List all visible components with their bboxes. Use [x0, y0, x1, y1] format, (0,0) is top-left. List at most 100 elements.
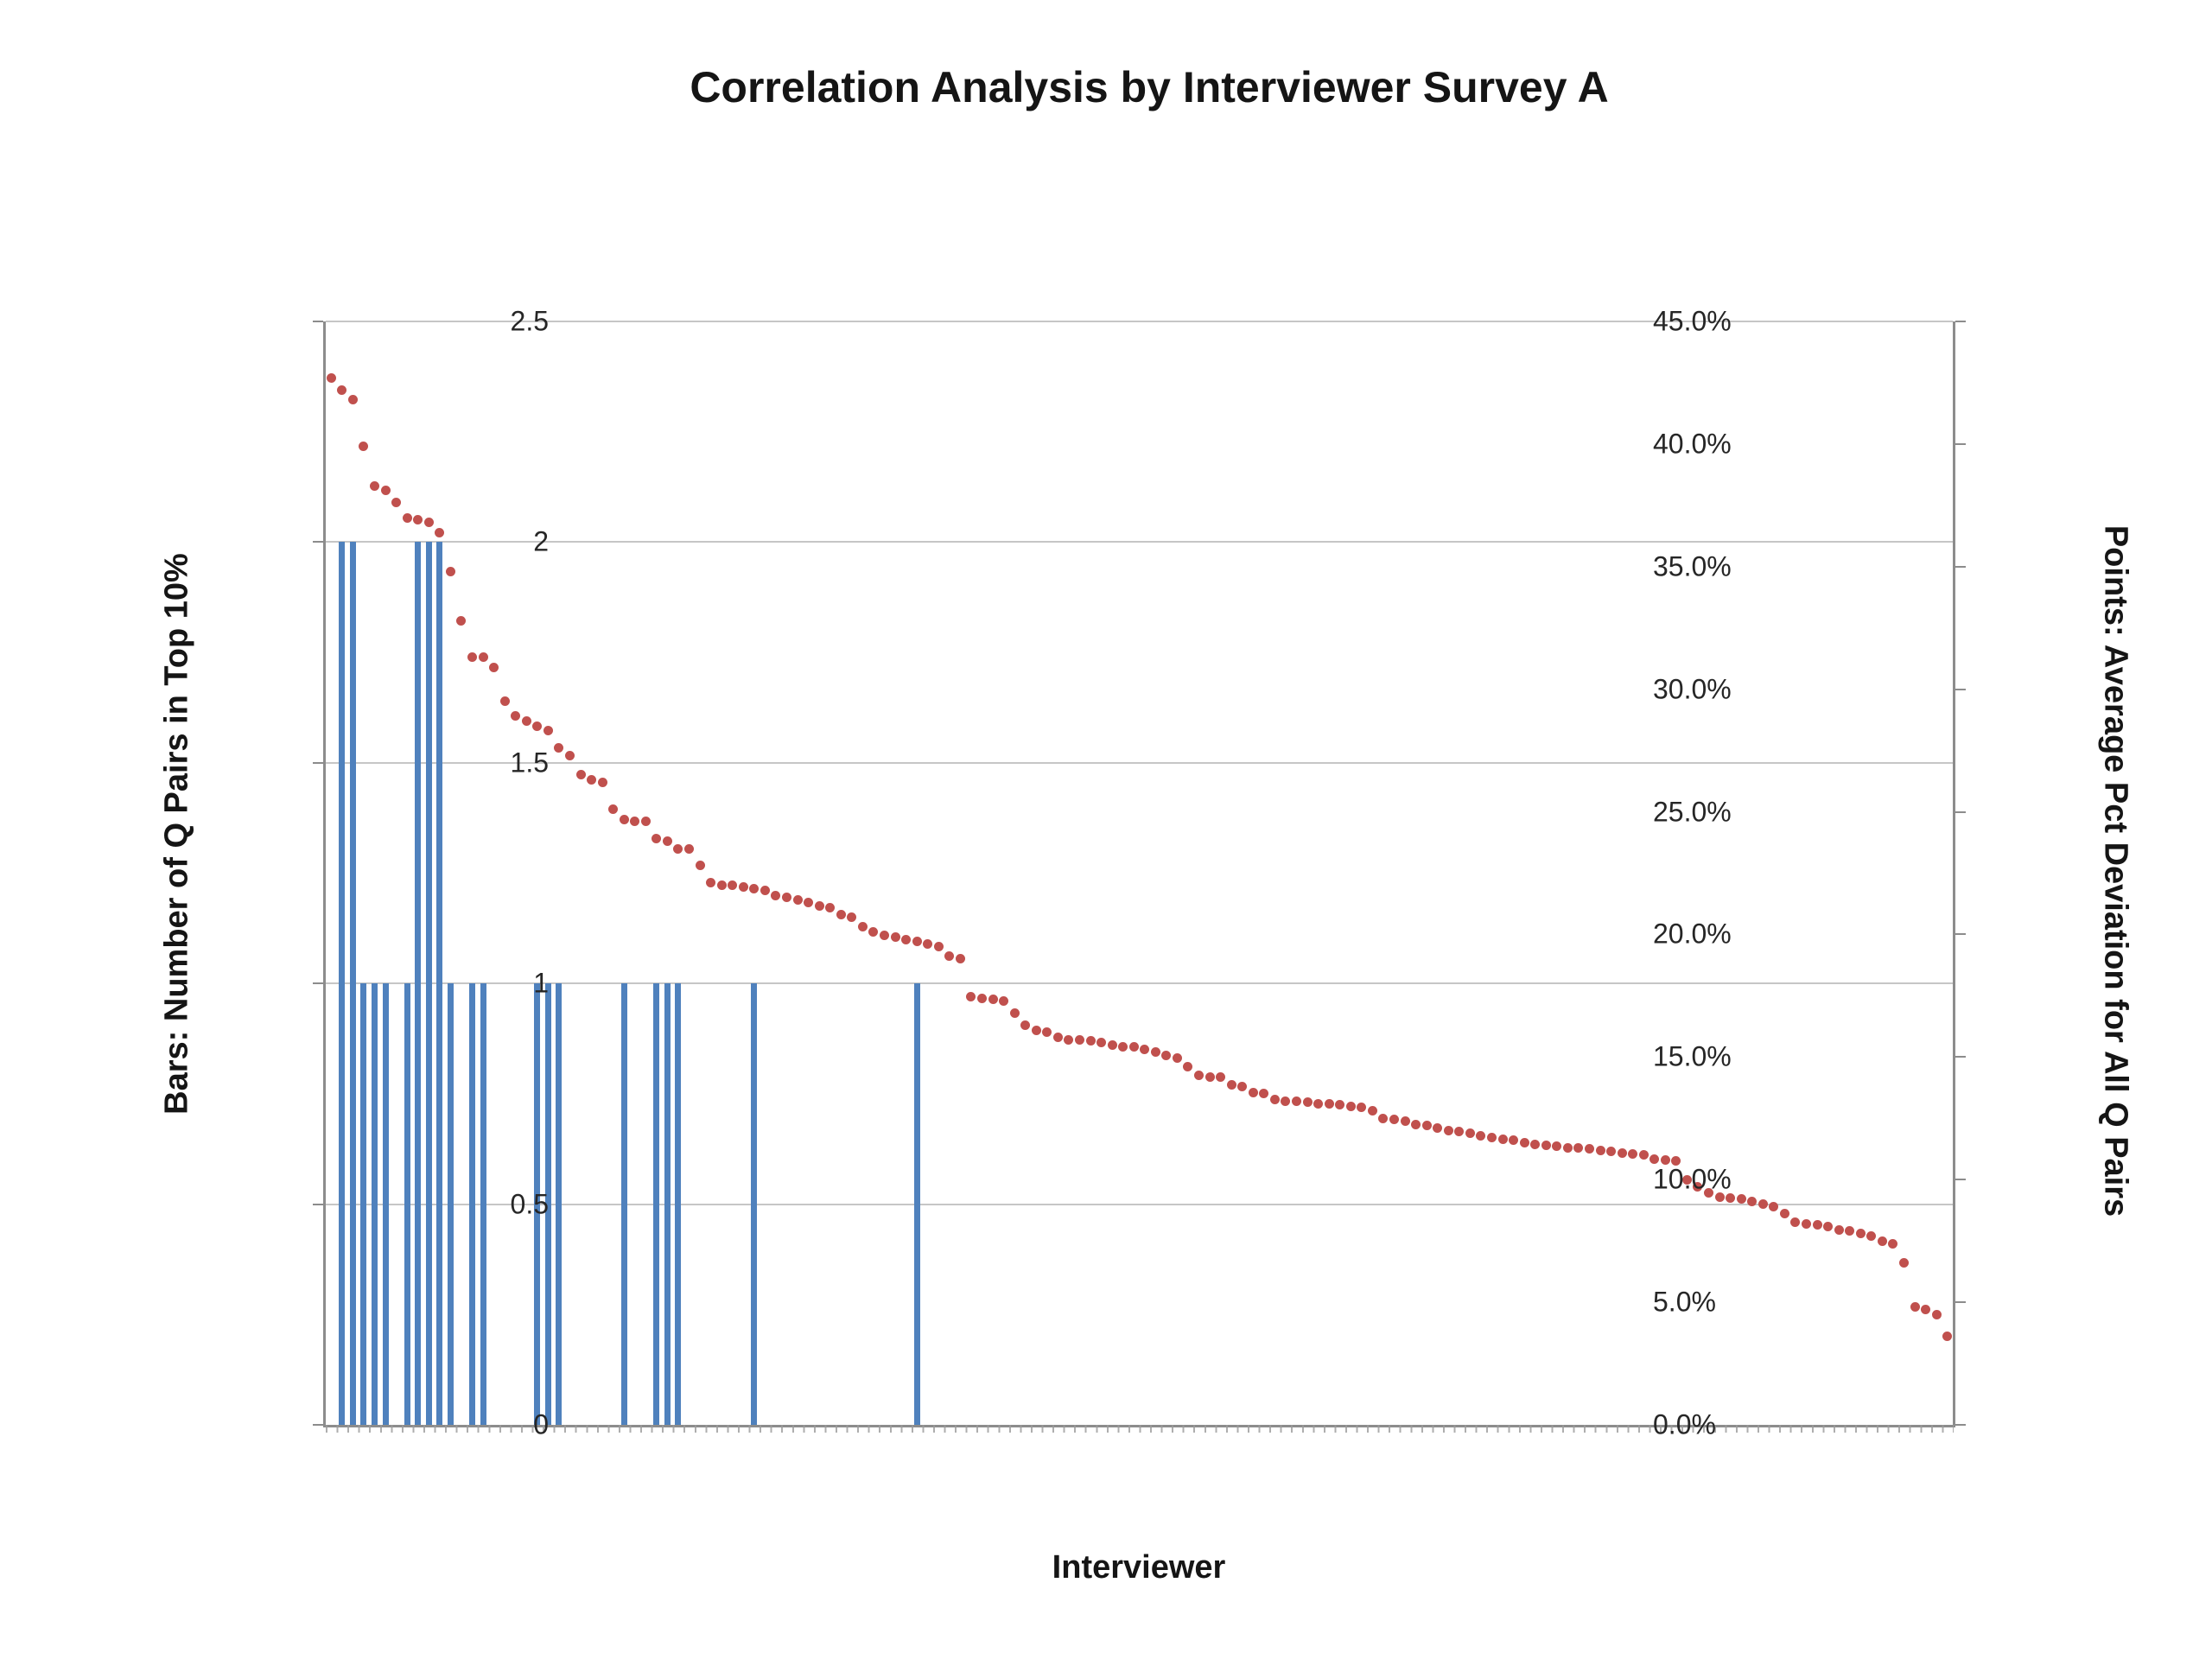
right-axis-tick-mark — [1955, 1301, 1966, 1304]
left-axis-tick-mark — [313, 982, 323, 985]
scatter-point — [1573, 1142, 1584, 1153]
scatter-point — [1128, 1042, 1139, 1052]
scatter-point — [1248, 1087, 1258, 1097]
scatter-point — [1216, 1071, 1226, 1082]
scatter-point — [782, 893, 792, 903]
bar — [404, 983, 410, 1425]
right-axis-tick-label: 15.0% — [1653, 1040, 1732, 1072]
scatter-point — [1606, 1147, 1617, 1157]
scatter-point — [1421, 1121, 1432, 1131]
scatter-point — [923, 939, 933, 950]
scatter-point — [847, 912, 857, 923]
right-axis-tick-label: 30.0% — [1653, 673, 1732, 705]
gridline — [326, 761, 1953, 764]
left-axis-tick-mark — [313, 321, 323, 322]
scatter-point — [1681, 1174, 1692, 1185]
bar — [675, 983, 682, 1425]
scatter-point — [1942, 1332, 1953, 1342]
scatter-point — [1714, 1192, 1725, 1202]
scatter-point — [1910, 1302, 1920, 1313]
right-axis-tick-label: 20.0% — [1653, 918, 1732, 950]
bar — [664, 983, 671, 1425]
scatter-point — [1790, 1217, 1801, 1228]
x-axis-tick-marks — [326, 1425, 1954, 1433]
scatter-point — [1562, 1142, 1573, 1153]
right-axis-tick-mark — [1955, 688, 1966, 690]
scatter-point — [1823, 1221, 1834, 1231]
left-axis-tick-mark — [313, 761, 323, 764]
scatter-point — [1389, 1115, 1399, 1125]
scatter-point — [901, 934, 912, 944]
scatter-point — [347, 395, 358, 405]
scatter-point — [554, 743, 564, 753]
scatter-point — [1704, 1188, 1714, 1198]
scatter-point — [1921, 1305, 1931, 1315]
scatter-point — [1357, 1103, 1367, 1112]
scatter-point — [1747, 1197, 1758, 1207]
scatter-point — [771, 890, 781, 900]
scatter-point — [1638, 1150, 1649, 1160]
scatter-point — [1085, 1036, 1096, 1046]
scatter-point — [1541, 1140, 1551, 1150]
bar — [751, 983, 758, 1425]
scatter-point — [1454, 1127, 1465, 1137]
scatter-point — [988, 995, 998, 1005]
right-axis-tick-label: 25.0% — [1653, 796, 1732, 828]
scatter-point — [1118, 1042, 1128, 1052]
scatter-point — [684, 843, 695, 854]
scatter-point — [575, 770, 586, 780]
scatter-point — [391, 498, 402, 508]
bar — [415, 542, 422, 1425]
scatter-point — [597, 778, 607, 787]
x-axis-title: Interviewer — [1052, 1549, 1226, 1586]
scatter-point — [1172, 1053, 1182, 1064]
bar — [436, 542, 443, 1425]
scatter-point — [1205, 1071, 1215, 1082]
scatter-point — [532, 721, 543, 731]
scatter-point — [1866, 1230, 1877, 1241]
scatter-point — [673, 843, 683, 854]
scatter-point — [1009, 1007, 1020, 1018]
right-axis-tick-mark — [1955, 321, 1966, 322]
scatter-point — [1486, 1133, 1497, 1143]
right-axis-tick-label: 45.0% — [1653, 305, 1732, 337]
scatter-point — [608, 804, 619, 815]
scatter-point — [1649, 1154, 1660, 1164]
right-axis-tick-mark — [1955, 933, 1966, 936]
scatter-point — [1020, 1020, 1031, 1030]
scatter-point — [1497, 1134, 1508, 1144]
scatter-point — [1052, 1033, 1063, 1043]
scatter-point — [1693, 1182, 1703, 1192]
right-axis-tick-mark — [1955, 565, 1966, 568]
scatter-point — [1324, 1098, 1334, 1109]
bar — [620, 983, 627, 1425]
scatter-point — [1313, 1098, 1324, 1109]
scatter-point — [1443, 1125, 1453, 1135]
chart-title: Correlation Analysis by Interviewer Surv… — [690, 63, 1609, 111]
scatter-point — [543, 726, 553, 736]
scatter-point — [1660, 1155, 1670, 1166]
scatter-point — [1031, 1025, 1041, 1035]
scatter-point — [564, 750, 575, 760]
scatter-point — [1584, 1144, 1594, 1154]
scatter-point — [716, 880, 727, 891]
scatter-point — [1183, 1062, 1193, 1072]
scatter-point — [587, 775, 597, 785]
gridline — [326, 1203, 1953, 1205]
scatter-point — [1595, 1145, 1605, 1155]
scatter-point — [944, 951, 955, 962]
scatter-point — [369, 480, 379, 491]
scatter-point — [1367, 1106, 1377, 1116]
scatter-point — [489, 662, 499, 672]
scatter-point — [1433, 1123, 1443, 1134]
right-axis-tick-label: 0.0% — [1653, 1408, 1716, 1440]
scatter-point — [435, 527, 445, 537]
scatter-point — [1269, 1095, 1280, 1105]
right-axis-line — [1953, 321, 1955, 1427]
bar — [468, 983, 475, 1425]
scatter-point — [1378, 1113, 1389, 1123]
scatter-point — [1899, 1258, 1909, 1268]
scatter-point — [1292, 1096, 1302, 1106]
scatter-point — [1877, 1236, 1887, 1246]
scatter-point — [1617, 1147, 1627, 1158]
